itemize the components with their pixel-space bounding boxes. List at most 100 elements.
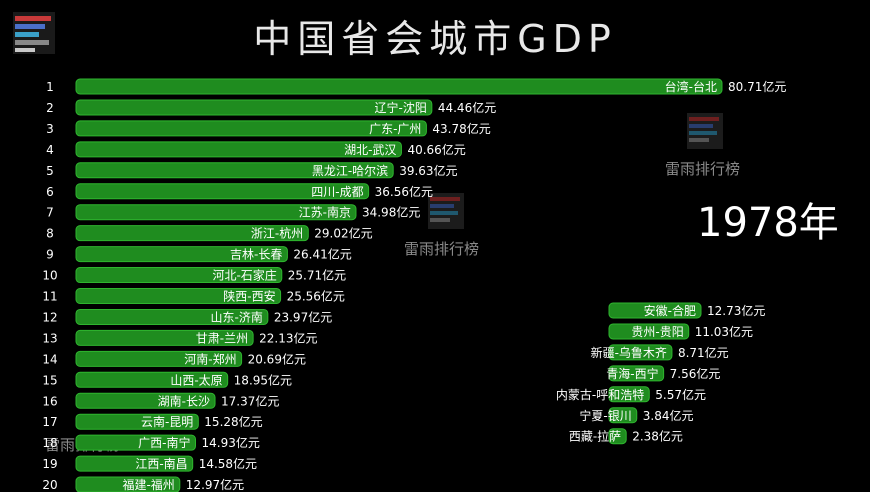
value-label: 12.73亿元 bbox=[707, 303, 765, 318]
rank-label: 12 bbox=[42, 310, 57, 324]
category-label: 内蒙古-呼和浩特 bbox=[556, 387, 644, 402]
category-label: 辽宁-沈阳 bbox=[375, 100, 427, 115]
bar bbox=[75, 204, 357, 221]
value-label: 22.13亿元 bbox=[259, 330, 317, 345]
category-label: 广西-南宁 bbox=[138, 435, 190, 450]
bar bbox=[75, 99, 433, 116]
category-label: 湖南-长沙 bbox=[158, 393, 210, 408]
rank-label: 11 bbox=[42, 290, 57, 304]
value-label: 40.66亿元 bbox=[407, 142, 465, 157]
value-label: 25.71亿元 bbox=[288, 268, 346, 283]
bar bbox=[75, 288, 282, 304]
bar bbox=[608, 386, 650, 403]
rank-label: 17 bbox=[42, 415, 57, 429]
bar bbox=[75, 246, 288, 263]
category-label: 贵州-贵阳 bbox=[631, 325, 683, 339]
value-label: 34.98亿元 bbox=[362, 205, 420, 220]
category-label: 浙江-杭州 bbox=[251, 226, 303, 241]
rank-label: 9 bbox=[46, 248, 54, 262]
bar bbox=[608, 428, 627, 445]
value-label: 2.38亿元 bbox=[632, 429, 683, 444]
bar bbox=[75, 225, 309, 242]
value-label: 44.46亿元 bbox=[438, 100, 496, 115]
logo-icon bbox=[13, 12, 55, 54]
category-label: 宁夏-银川 bbox=[579, 408, 631, 423]
value-label: 36.56亿元 bbox=[375, 184, 433, 199]
value-label: 11.03亿元 bbox=[695, 324, 753, 339]
bar bbox=[75, 455, 194, 472]
category-label: 陕西-西安 bbox=[223, 289, 275, 304]
value-label: 20.69亿元 bbox=[248, 351, 306, 366]
category-label: 台湾-台北 bbox=[665, 79, 717, 94]
bar bbox=[75, 329, 254, 346]
category-label: 福建-福州 bbox=[122, 477, 174, 492]
watermark-icon bbox=[687, 113, 723, 149]
value-label: 14.93亿元 bbox=[201, 435, 259, 450]
category-label: 新疆-乌鲁木齐 bbox=[591, 345, 667, 360]
bar bbox=[75, 141, 402, 158]
bar bbox=[75, 267, 283, 284]
rank-label: 7 bbox=[46, 206, 54, 220]
rank-label: 13 bbox=[42, 331, 57, 345]
category-label: 湖北-武汉 bbox=[344, 142, 396, 157]
value-label: 26.41亿元 bbox=[293, 247, 351, 262]
bar bbox=[75, 371, 229, 388]
value-label: 25.56亿元 bbox=[287, 289, 345, 304]
category-label: 安徽-合肥 bbox=[644, 303, 696, 318]
rank-label: 20 bbox=[42, 478, 57, 492]
watermark-text: 雷雨排行榜 bbox=[665, 160, 741, 178]
category-label: 江西-南昌 bbox=[135, 456, 187, 471]
bar bbox=[75, 308, 269, 325]
bar bbox=[75, 162, 394, 179]
bar bbox=[75, 183, 370, 200]
bar bbox=[608, 302, 702, 319]
bar bbox=[75, 413, 199, 430]
year-label: 1978年 bbox=[697, 200, 839, 246]
rank-label: 14 bbox=[42, 352, 57, 366]
value-label: 12.97亿元 bbox=[186, 477, 244, 492]
value-label: 43.78亿元 bbox=[432, 121, 490, 136]
rank-label: 16 bbox=[42, 394, 57, 408]
value-label: 14.58亿元 bbox=[199, 456, 257, 471]
rank-label: 6 bbox=[46, 185, 54, 199]
bar bbox=[75, 476, 181, 492]
rank-label: 19 bbox=[42, 457, 57, 471]
rank-label: 4 bbox=[46, 143, 54, 157]
bar bbox=[75, 350, 243, 367]
category-label: 山东-济南 bbox=[211, 309, 263, 324]
value-label: 39.63亿元 bbox=[399, 163, 457, 178]
chart-title: 中国省会城市GDP bbox=[253, 17, 617, 61]
rank-label: 8 bbox=[46, 227, 54, 241]
watermark-text: 雷雨排行榜 bbox=[404, 240, 480, 258]
value-label: 15.28亿元 bbox=[204, 414, 262, 429]
bar bbox=[608, 365, 665, 382]
bar bbox=[75, 78, 723, 95]
category-label: 黑龙江-哈尔滨 bbox=[312, 163, 388, 178]
category-label: 河南-郑州 bbox=[184, 351, 236, 366]
category-label: 河北-石家庄 bbox=[212, 268, 276, 283]
category-label: 广东-广州 bbox=[369, 122, 421, 136]
bar bbox=[608, 407, 638, 424]
rank-label: 3 bbox=[46, 122, 54, 136]
value-label: 17.37亿元 bbox=[221, 393, 279, 408]
watermark-icon bbox=[428, 193, 464, 229]
category-label: 江苏-南京 bbox=[299, 205, 351, 220]
category-label: 四川-成都 bbox=[311, 185, 363, 199]
rank-label: 15 bbox=[42, 373, 57, 387]
bar bbox=[75, 392, 216, 409]
bar bbox=[75, 120, 427, 137]
value-label: 8.71亿元 bbox=[678, 345, 729, 360]
rank-label: 18 bbox=[42, 436, 57, 450]
rank-label: 10 bbox=[42, 269, 57, 283]
rank-label: 2 bbox=[46, 101, 54, 115]
value-label: 80.71亿元 bbox=[728, 79, 786, 94]
category-label: 西藏-拉萨 bbox=[569, 429, 621, 444]
bar bbox=[608, 323, 690, 340]
value-label: 18.95亿元 bbox=[234, 372, 292, 387]
bar bbox=[608, 344, 673, 361]
value-label: 5.57亿元 bbox=[655, 387, 706, 402]
rank-label: 1 bbox=[46, 80, 54, 94]
category-label: 云南-昆明 bbox=[141, 414, 193, 429]
category-label: 吉林-长春 bbox=[230, 248, 282, 262]
